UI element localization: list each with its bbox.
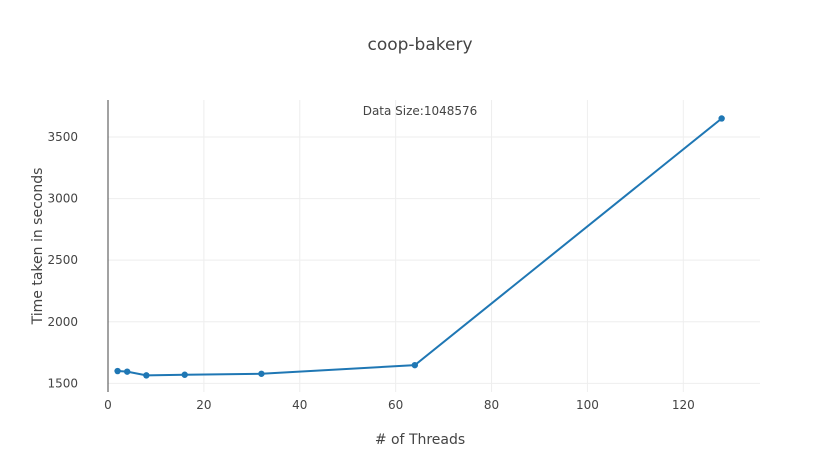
- y-tick-label: 3000: [47, 192, 78, 206]
- data-point[interactable]: [123, 368, 131, 375]
- chart-title: coop-bakery: [367, 35, 472, 55]
- series-line: [117, 117, 723, 377]
- x-axis-title: # of Threads: [375, 432, 465, 448]
- x-tick-label: 100: [576, 398, 599, 412]
- series: [114, 115, 725, 379]
- x-tick-label: 60: [388, 398, 403, 412]
- x-tick-label: 20: [196, 398, 211, 412]
- data-size-annotation: Data Size:1048576: [363, 104, 478, 118]
- y-tick-label: 3500: [47, 130, 78, 144]
- y-tick-label: 1500: [47, 376, 78, 390]
- data-point[interactable]: [411, 361, 419, 369]
- y-tick-label: 2500: [47, 253, 78, 267]
- x-tick-label: 0: [104, 398, 112, 412]
- data-point[interactable]: [258, 370, 265, 377]
- tick-labels: 0 20 40 60 80 100 120 1500 2000 2500 3000 3500: [47, 130, 694, 412]
- x-tick-label: 80: [484, 398, 499, 412]
- x-tick-label: 40: [292, 398, 307, 412]
- y-axis-title: Time taken in seconds: [30, 168, 46, 326]
- y-tick-label: 2000: [47, 315, 78, 329]
- grid: [108, 100, 760, 392]
- data-point[interactable]: [114, 367, 121, 375]
- data-point[interactable]: [181, 371, 188, 378]
- x-tick-label: 120: [672, 398, 695, 412]
- data-point[interactable]: [143, 372, 150, 379]
- data-point[interactable]: [718, 115, 725, 122]
